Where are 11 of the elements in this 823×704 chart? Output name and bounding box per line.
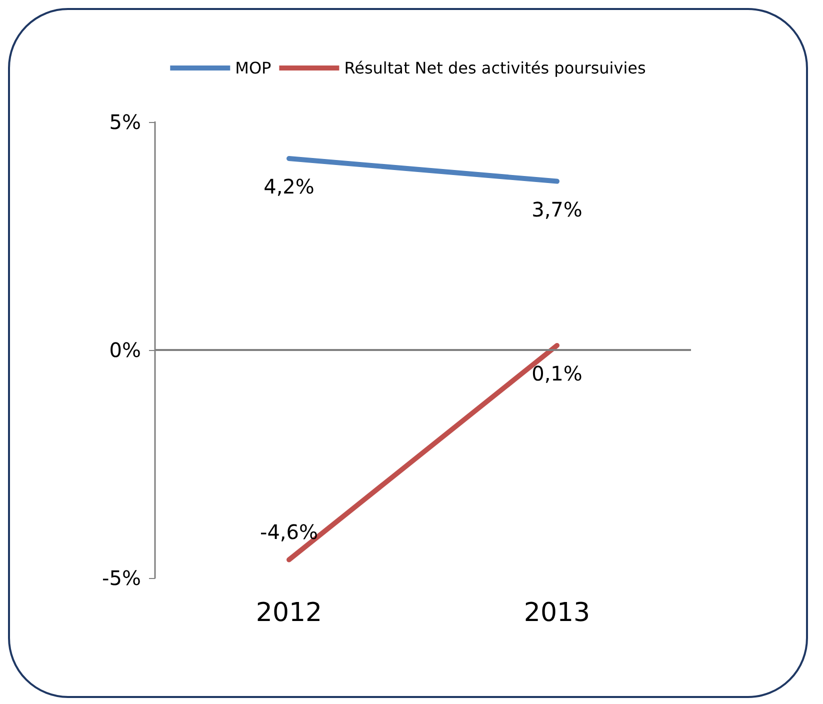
y-tick-label: -5% [102, 566, 141, 590]
data-label: 4,2% [264, 174, 314, 198]
legend-label: Résultat Net des activités poursuivies [344, 58, 646, 78]
data-label: -4,6% [260, 520, 318, 544]
data-label: 3,7% [532, 197, 582, 222]
y-tick-label: 5% [109, 110, 141, 134]
x-tick-label: 2012 [256, 598, 322, 628]
x-tick-label: 2013 [524, 598, 590, 628]
legend-label: MOP [235, 58, 272, 78]
data-label: 0,1% [532, 361, 582, 386]
y-tick-label: 0% [109, 338, 141, 362]
